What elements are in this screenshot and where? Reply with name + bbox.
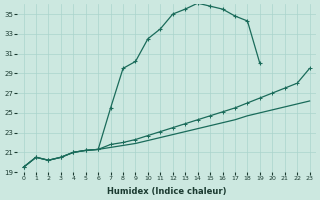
X-axis label: Humidex (Indice chaleur): Humidex (Indice chaleur): [107, 187, 226, 196]
